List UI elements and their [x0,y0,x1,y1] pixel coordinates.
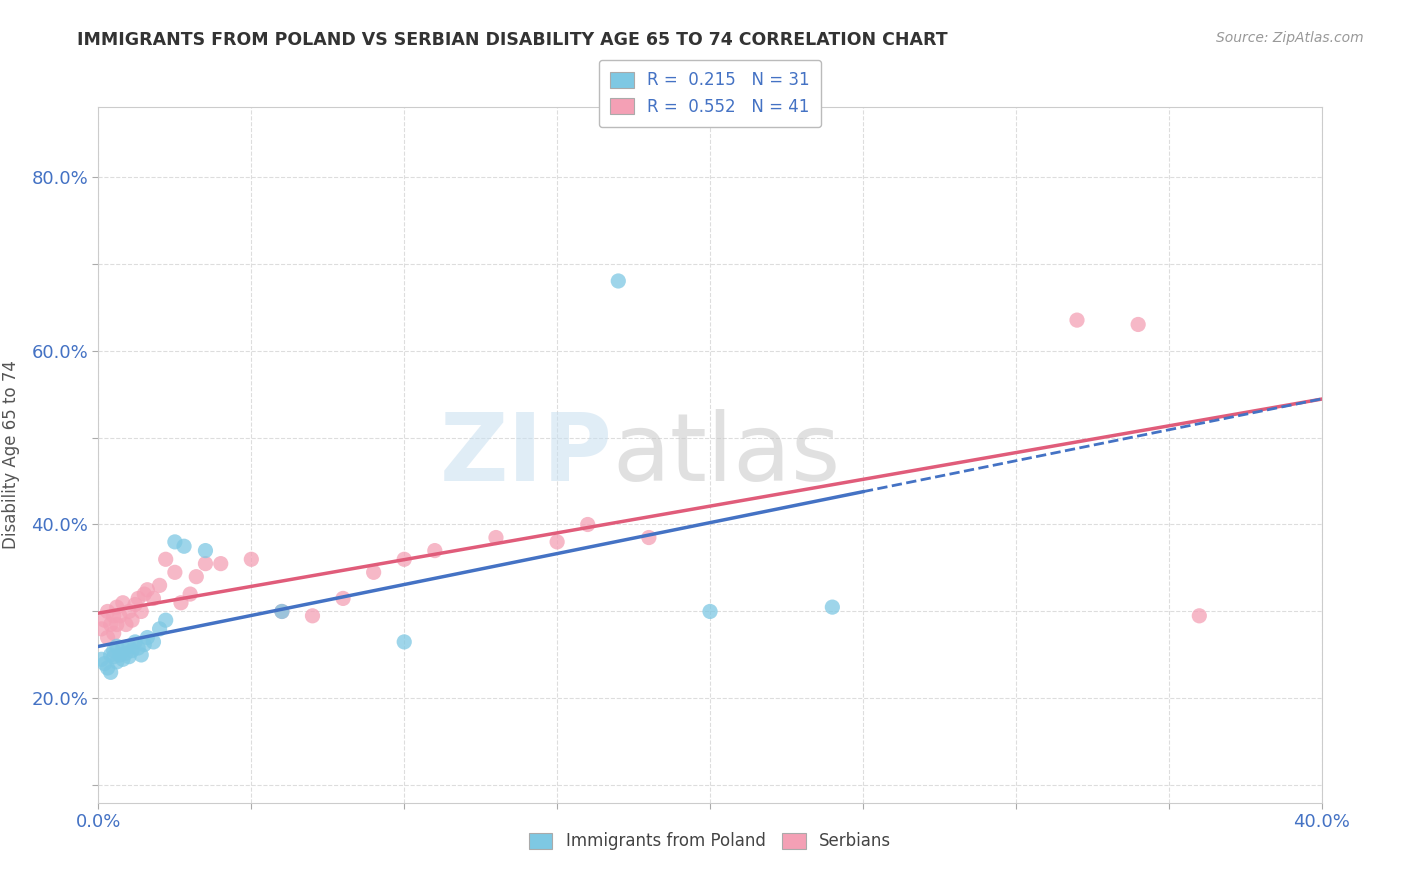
Point [392,635,416,649]
Point [90,652,112,666]
Text: atlas: atlas [612,409,841,501]
Point [111,640,134,655]
Point [121,613,143,627]
Text: IMMIGRANTS FROM POLAND VS SERBIAN DISABILITY AGE 65 TO 74 CORRELATION CHART: IMMIGRANTS FROM POLAND VS SERBIAN DISABI… [77,31,948,49]
Point [170,596,193,610]
Point [209,557,232,571]
Point [103,649,125,664]
Point [301,608,323,623]
Y-axis label: Disability Age 65 to 74: Disability Age 65 to 74 [1,360,20,549]
Point [186,569,208,583]
Point [105,639,128,653]
Point [194,543,217,558]
Point [103,626,125,640]
Point [134,587,156,601]
Point [136,631,159,645]
Point [637,531,661,545]
Point [134,638,156,652]
Point [821,600,844,615]
Point [97,605,120,619]
Point [121,643,143,657]
Point [163,534,186,549]
Point [142,591,165,606]
Point [240,552,263,566]
Point [93,613,115,627]
Point [546,534,568,549]
Point [363,566,385,580]
Point [423,543,446,558]
Point [103,643,125,657]
Point [118,639,141,653]
Point [173,539,195,553]
Point [115,646,138,660]
Point [118,649,141,664]
Point [179,587,201,601]
Point [127,640,149,655]
Point [108,608,131,623]
Point [155,552,177,566]
Point [149,578,172,592]
Point [108,648,131,662]
Point [136,582,159,597]
Point [118,605,141,619]
Point [105,600,128,615]
Point [194,557,217,571]
Point [1128,318,1150,332]
Point [607,274,630,288]
Point [93,657,115,671]
Point [129,605,152,619]
Point [97,661,120,675]
Point [100,648,122,662]
Text: Source: ZipAtlas.com: Source: ZipAtlas.com [1216,31,1364,45]
Point [142,635,165,649]
Point [111,652,134,666]
Point [100,665,122,680]
Point [111,596,134,610]
Point [576,517,599,532]
Point [100,617,122,632]
Point [129,648,152,662]
Point [124,635,146,649]
Point [270,605,292,619]
Point [105,655,128,669]
Point [332,591,354,606]
Point [90,622,112,636]
Text: ZIP: ZIP [439,409,612,501]
Point [1188,608,1211,623]
Point [163,566,186,580]
Point [485,531,508,545]
Point [270,605,292,619]
Point [105,617,128,632]
Point [103,608,125,623]
Point [97,631,120,645]
Point [1066,313,1088,327]
Point [149,622,172,636]
Point [115,617,138,632]
Point [392,552,416,566]
Legend: Immigrants from Poland, Serbians: Immigrants from Poland, Serbians [523,826,897,857]
Point [127,591,149,606]
Point [124,598,146,612]
Point [155,613,177,627]
Point [699,605,721,619]
